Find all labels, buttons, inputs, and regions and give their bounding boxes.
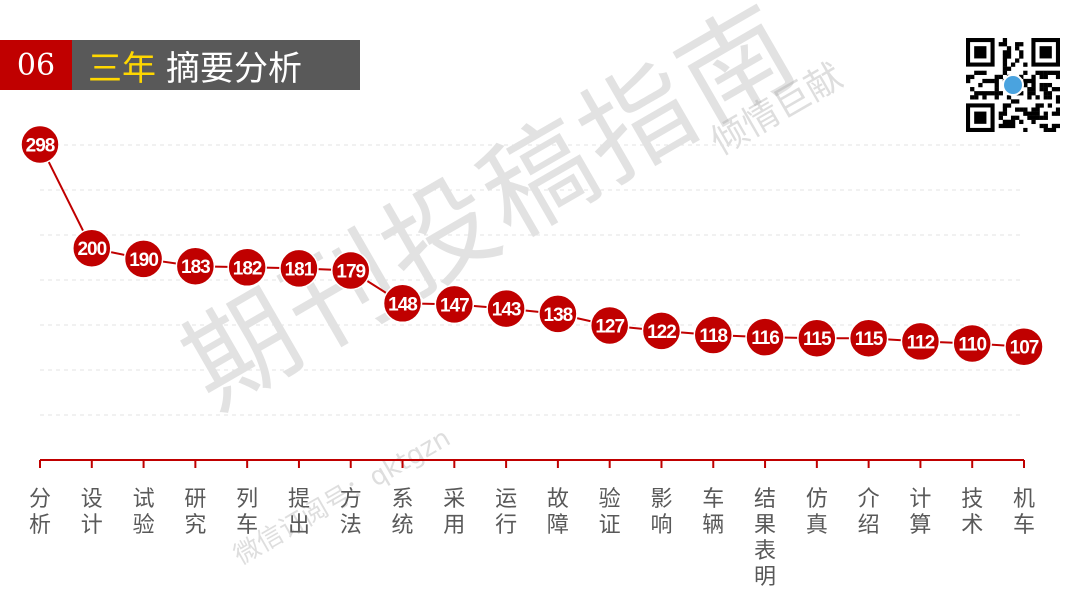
x-tick-label: 影响 bbox=[650, 487, 672, 538]
x-tick-label: 仿真 bbox=[806, 487, 828, 538]
x-tick-label: 系统 bbox=[392, 487, 414, 538]
x-tick-label: 验证 bbox=[599, 487, 621, 538]
data-label: 116 bbox=[751, 328, 779, 349]
slide-header: 06 三年 摘要分析 bbox=[0, 40, 360, 90]
data-point bbox=[279, 248, 319, 289]
data-point bbox=[175, 246, 216, 286]
data-label: 112 bbox=[907, 332, 935, 353]
data-label: 115 bbox=[855, 329, 884, 350]
data-point bbox=[797, 318, 837, 358]
data-label: 147 bbox=[440, 295, 469, 316]
data-label: 148 bbox=[388, 294, 417, 315]
data-point bbox=[72, 228, 112, 268]
x-tick-label: 技术 bbox=[961, 487, 983, 538]
x-tick-label: 介绍 bbox=[858, 487, 880, 538]
x-tick-label: 试验 bbox=[133, 487, 155, 538]
title-rest: 摘要分析 bbox=[166, 48, 302, 89]
data-label: 182 bbox=[233, 258, 262, 279]
series-line bbox=[39, 144, 1025, 348]
section-number-badge: 06 bbox=[0, 40, 72, 90]
qr-code-icon bbox=[966, 38, 1061, 133]
data-label: 107 bbox=[1010, 338, 1039, 359]
x-tick-label: 车辆 bbox=[702, 487, 724, 538]
data-point bbox=[693, 315, 734, 355]
data-label: 183 bbox=[181, 257, 210, 278]
data-point bbox=[848, 318, 889, 358]
data-point bbox=[123, 239, 164, 279]
x-tick-label: 列车 bbox=[236, 487, 258, 538]
x-tick-label: 故障 bbox=[547, 487, 569, 538]
data-point bbox=[1004, 326, 1044, 367]
data-point bbox=[330, 250, 371, 291]
data-point bbox=[434, 284, 475, 325]
data-label: 115 bbox=[803, 329, 832, 350]
x-tick-label: 计算 bbox=[909, 487, 931, 538]
data-label: 181 bbox=[285, 259, 315, 280]
slide-title: 三年 摘要分析 bbox=[72, 40, 360, 90]
data-label: 200 bbox=[77, 239, 106, 260]
x-tick-label: 采用 bbox=[443, 487, 465, 538]
x-tick-label: 设计 bbox=[81, 487, 103, 538]
data-point bbox=[20, 124, 60, 165]
data-point bbox=[382, 283, 423, 324]
x-tick-label: 方法 bbox=[340, 487, 362, 538]
data-label: 179 bbox=[336, 261, 365, 282]
data-label: 190 bbox=[129, 250, 158, 271]
data-point bbox=[538, 294, 578, 334]
data-point bbox=[227, 247, 267, 288]
data-label: 298 bbox=[26, 135, 55, 156]
data-label: 143 bbox=[492, 300, 521, 321]
data-label: 127 bbox=[595, 317, 624, 338]
data-label: 110 bbox=[958, 335, 986, 356]
data-point bbox=[900, 321, 941, 362]
data-point bbox=[745, 317, 785, 357]
title-highlight: 三年 bbox=[88, 48, 156, 89]
data-label: 138 bbox=[544, 305, 573, 326]
x-tick-label: 运行 bbox=[495, 487, 517, 538]
x-tick-label: 机车 bbox=[1013, 487, 1035, 538]
x-tick-label: 结果表明 bbox=[754, 487, 776, 590]
x-tick-label: 研究 bbox=[184, 487, 206, 538]
x-tick-label: 提出 bbox=[288, 487, 310, 538]
x-tick-label: 分析 bbox=[29, 487, 51, 538]
data-label: 122 bbox=[647, 322, 676, 343]
data-point bbox=[486, 288, 526, 329]
data-label: 118 bbox=[699, 326, 727, 347]
data-point bbox=[589, 305, 630, 346]
data-point bbox=[641, 311, 682, 351]
data-point bbox=[952, 323, 992, 364]
